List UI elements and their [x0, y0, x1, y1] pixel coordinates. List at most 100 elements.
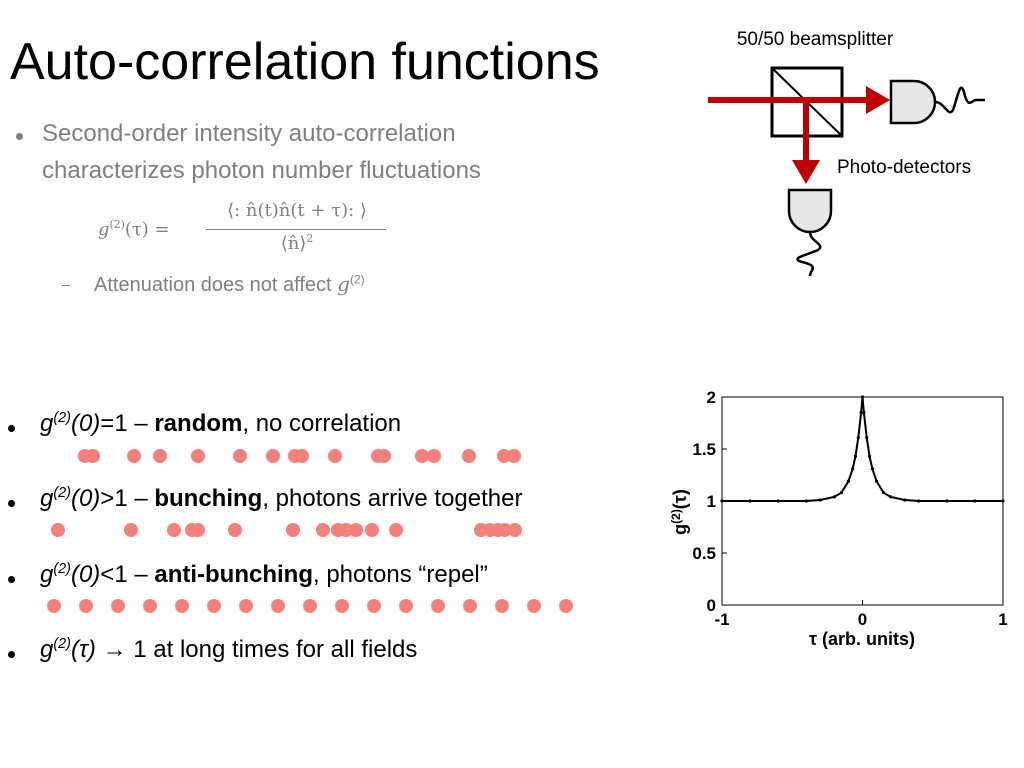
- emphasis: anti-bunching: [154, 561, 313, 588]
- formula-lhs: g(2)(τ) =: [98, 218, 170, 240]
- bullet: g(2)(τ) → 1 at long times for all fields: [40, 636, 417, 664]
- y-tick-label: 0: [707, 596, 716, 615]
- bullet: g(2)(0)=1 – random, no correlation: [40, 410, 401, 438]
- detector: [889, 79, 937, 125]
- bullet: g(2)(0)>1 – bunching, photons arrive tog…: [40, 485, 522, 513]
- numerator: ⟨: n̂(t)n̂(t + τ): ⟩: [227, 200, 367, 221]
- x-tick-label: 0: [858, 610, 867, 629]
- intro-line: characterizes photon number fluctuations: [42, 157, 481, 184]
- data-point: [862, 411, 866, 415]
- data-point: [865, 435, 869, 440]
- symbol: g: [98, 219, 110, 240]
- text: , photons arrive together: [262, 485, 523, 512]
- argument: (0): [70, 561, 101, 588]
- bullet-dot: [8, 425, 15, 432]
- data-point: [1001, 499, 1005, 503]
- data-point: [867, 454, 872, 458]
- arrowhead: [866, 86, 890, 114]
- emphasis: bunching: [154, 485, 263, 512]
- photon-rows: [47, 449, 573, 613]
- detectors-label: Photo-detectors: [837, 157, 971, 178]
- data-point: [853, 454, 858, 458]
- note-text: Attenuation does not affect: [94, 274, 332, 296]
- symbol: g: [337, 272, 350, 296]
- x-axis-label: τ (arb. units): [809, 629, 915, 649]
- bunched-photons: [51, 523, 522, 537]
- denominator: ⟨n̂⟩2: [208, 232, 386, 254]
- random-photons: [78, 449, 521, 463]
- text: <1 –: [100, 561, 155, 588]
- data-point: [851, 467, 855, 471]
- bullet: g(2)(0)<1 – anti-bunching, photons “repe…: [40, 561, 488, 589]
- x-tick-label: -1: [714, 610, 729, 629]
- y-axis-label: g(2)(τ): [669, 489, 690, 535]
- symbol: g: [40, 410, 54, 437]
- bullet-dot: [16, 133, 23, 140]
- symbol: g: [40, 561, 54, 588]
- superscript: (2): [349, 272, 365, 287]
- data-point: [856, 435, 860, 440]
- argument: (0): [70, 485, 101, 512]
- data-point: [776, 499, 780, 503]
- beamsplitter-label: 50/50 beamsplitter: [737, 29, 894, 50]
- x-tick-label: 1: [998, 610, 1007, 629]
- data-point: [889, 495, 893, 499]
- bullet-dot: [8, 576, 15, 583]
- text: >1 –: [100, 485, 155, 512]
- y-tick-label: 0.5: [692, 544, 716, 563]
- data-point: [720, 499, 724, 503]
- signal: [796, 231, 822, 277]
- denominator-base: ⟨n̂⟩: [280, 233, 307, 254]
- data-point: [804, 499, 808, 503]
- y-label-sup: (2): [669, 509, 683, 524]
- data-point: [903, 498, 907, 502]
- symbol: g: [40, 485, 54, 512]
- data-point: [748, 499, 752, 503]
- emphasis: random: [154, 410, 243, 437]
- data-point: [860, 395, 865, 399]
- y-label-arg: (τ): [670, 489, 690, 509]
- data-point: [917, 499, 921, 503]
- symbol: g: [40, 636, 54, 663]
- text: → 1 at long times for all fields: [95, 636, 418, 663]
- beamsplitter-diagram: 50/50 beamsplitter Photo-detectors: [708, 29, 985, 277]
- superscript: (2): [53, 561, 71, 577]
- y-tick-label: 1.5: [692, 440, 716, 459]
- argument: (τ) =: [124, 219, 170, 240]
- y-tick-label: 1: [707, 492, 716, 511]
- text: , no correlation: [242, 410, 402, 437]
- data-point: [874, 479, 879, 483]
- argument: (τ): [70, 636, 96, 663]
- fraction-bar: [206, 229, 386, 230]
- y-tick-label: 2: [707, 388, 716, 407]
- data-point: [973, 499, 977, 503]
- dash: [62, 285, 70, 286]
- arrowhead: [792, 160, 820, 184]
- antibunched-photons: [47, 599, 573, 613]
- data-point: [859, 411, 863, 415]
- superscript: (2): [53, 410, 71, 426]
- note: Attenuation does not affect g(2): [94, 272, 365, 297]
- data-point: [945, 499, 949, 503]
- text: , photons “repel”: [312, 561, 488, 588]
- text: =1 –: [100, 410, 155, 437]
- superscript: (2): [53, 636, 71, 652]
- y-label-base: g: [670, 524, 690, 535]
- data-point: [832, 495, 837, 499]
- bullet-dot: [8, 651, 15, 658]
- title: Auto-correlation functions: [10, 33, 600, 91]
- superscript: (2): [53, 485, 71, 501]
- intro-line: Second-order intensity auto-correlation: [42, 120, 456, 147]
- detector: [787, 188, 833, 234]
- superscript: (2): [109, 218, 125, 231]
- data-point: [881, 491, 886, 495]
- bullet-dot: [8, 500, 15, 507]
- superscript: 2: [306, 232, 314, 245]
- data-point: [818, 498, 822, 502]
- signal: [934, 86, 985, 114]
- data-point: [846, 479, 851, 483]
- chart: τ (arb. units) g(2)(τ) 00.511.52-1 0 1: [669, 388, 1008, 649]
- argument: (0): [70, 410, 101, 437]
